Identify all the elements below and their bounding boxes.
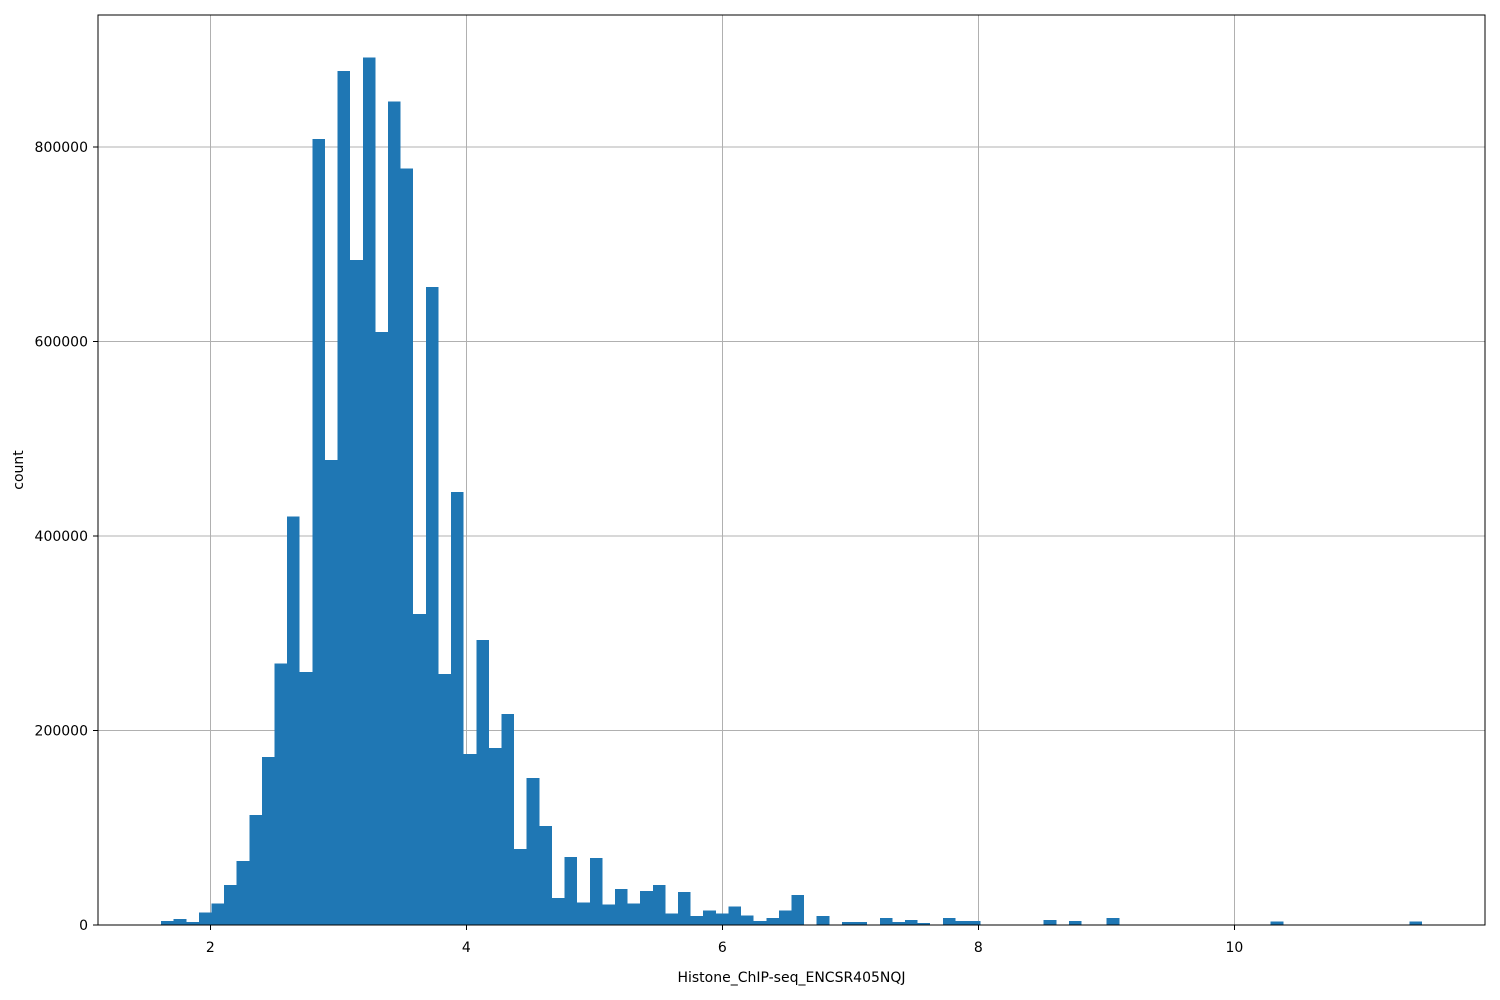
histogram-bar [224, 885, 237, 925]
histogram-bar [476, 640, 489, 925]
y-tick-label: 800000 [35, 140, 88, 156]
histogram-bar [400, 168, 414, 926]
x-tick-label: 8 [974, 940, 983, 956]
histogram-bar [904, 920, 918, 925]
histogram-bar [211, 903, 225, 925]
histogram-bar [236, 860, 250, 925]
histogram-bar [703, 910, 716, 925]
histogram-bar [791, 894, 805, 925]
histogram-bar [841, 922, 855, 925]
histogram-bar [438, 674, 452, 925]
histogram-bar [539, 825, 552, 925]
histogram-bar [463, 753, 477, 925]
histogram-bar [514, 849, 527, 925]
histogram-bar [766, 918, 779, 925]
histogram-bar [728, 906, 742, 925]
histogram-bar [312, 139, 325, 926]
histogram-bar [652, 885, 666, 925]
histogram-bar [299, 672, 313, 925]
histogram-bar [741, 915, 754, 925]
histogram-bar [602, 904, 615, 925]
histogram-bar [1270, 921, 1284, 925]
histogram-bar [287, 516, 300, 925]
histogram-bar [715, 913, 729, 925]
histogram-bar [375, 331, 389, 926]
histogram-bar [589, 857, 603, 925]
histogram-bar [665, 913, 679, 925]
histogram-bar [425, 287, 439, 926]
y-tick-label: 200000 [35, 723, 88, 739]
x-tick-label: 10 [1226, 940, 1244, 956]
histogram-bar [1043, 920, 1057, 925]
histogram-bar [1409, 921, 1422, 925]
histogram-bar [577, 902, 590, 925]
histogram-bar [690, 916, 704, 925]
histogram-bar [526, 778, 540, 925]
histogram-bar [161, 921, 174, 925]
histogram-bar [1068, 921, 1082, 925]
histogram-bar [955, 921, 969, 925]
histogram-bar [274, 663, 288, 925]
histogram-bar [198, 912, 212, 925]
histogram-bar [854, 922, 868, 925]
histogram-bar [249, 815, 262, 925]
histogram-bar [1106, 918, 1120, 925]
x-tick-label: 6 [718, 940, 727, 956]
histogram-bar [186, 922, 199, 925]
x-tick-label: 4 [462, 940, 471, 956]
histogram-bar [261, 756, 275, 925]
histogram-bar [337, 71, 351, 925]
histogram-bar [678, 891, 691, 925]
histogram-bar [362, 57, 376, 925]
histogram-bar [753, 921, 767, 925]
histogram-bar [917, 923, 931, 925]
plot-border [97, 14, 1486, 926]
x-tick-label: 2 [206, 940, 215, 956]
histogram-bar [451, 492, 464, 925]
y-tick-label: 400000 [35, 529, 88, 545]
histogram-bar [627, 903, 641, 925]
y-tick-label: 0 [79, 918, 88, 934]
histogram-bar [816, 916, 830, 925]
histogram-bar [564, 856, 578, 925]
histogram-bar [413, 613, 426, 925]
histogram-bar [892, 922, 905, 925]
histogram-bar [614, 889, 628, 925]
histogram-bar [324, 460, 338, 925]
histogram-bar [388, 101, 401, 925]
histogram-bar [778, 910, 792, 925]
x-axis-title: Histone_ChIP-seq_ENCSR405NQJ [677, 970, 906, 986]
histogram-bar [879, 918, 893, 925]
histogram-bar [551, 897, 565, 925]
y-tick-label: 600000 [35, 334, 88, 350]
histogram-bar [942, 918, 956, 925]
histogram-bar [501, 713, 515, 925]
y-axis-title: count [11, 450, 27, 490]
histogram-bar [173, 919, 187, 925]
histogram-bar [968, 921, 981, 925]
histogram-bar [350, 259, 363, 925]
histogram-bar [640, 890, 653, 925]
histogram-bar [488, 747, 502, 925]
